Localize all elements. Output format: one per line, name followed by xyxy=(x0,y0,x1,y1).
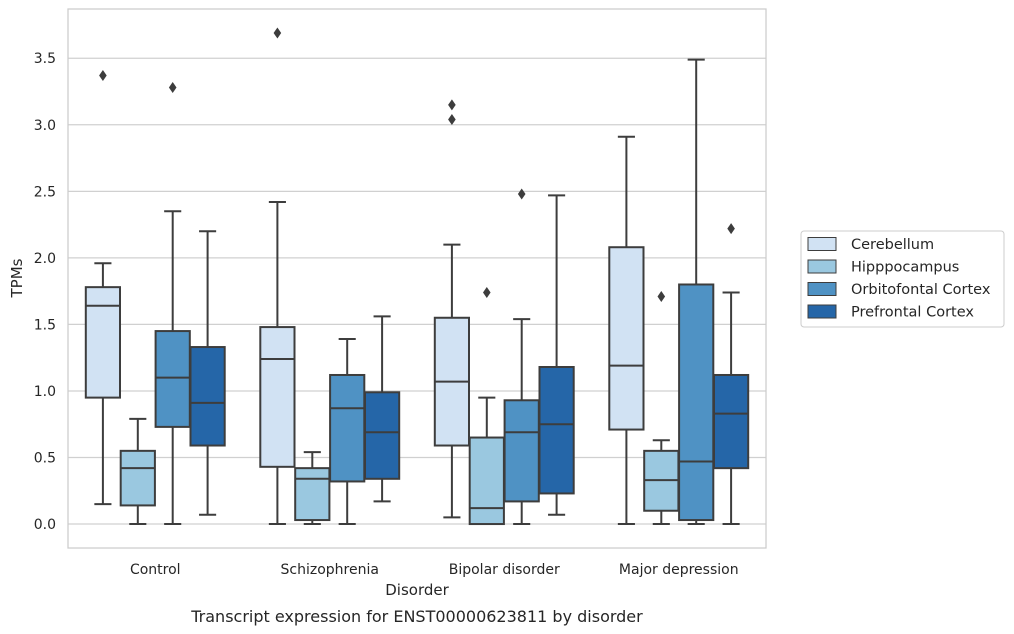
box-1-2 xyxy=(329,338,366,526)
y-tick-label: 1.0 xyxy=(34,384,56,400)
box-2-3 xyxy=(538,194,575,516)
x-axis-title: Disorder xyxy=(385,581,449,599)
x-tick-label: Schizophrenia xyxy=(281,562,379,578)
box-1-0 xyxy=(259,27,296,526)
box-3-0 xyxy=(608,135,645,526)
legend-label: Orbitofontal Cortex xyxy=(851,282,991,298)
chart-caption: Transcript expression for ENST0000062381… xyxy=(190,607,643,626)
box-1-3 xyxy=(363,315,401,503)
iqr-box xyxy=(154,330,191,428)
y-tick-label: 0.0 xyxy=(34,517,56,533)
plot-frame xyxy=(67,8,767,549)
outlier-point xyxy=(448,113,456,125)
box-0-1 xyxy=(119,417,156,526)
iqr-box xyxy=(712,373,750,470)
legend-label: Hipppocampus xyxy=(851,260,959,276)
outlier-point xyxy=(517,188,526,200)
outlier-point xyxy=(727,223,735,235)
legend-swatch xyxy=(807,259,837,274)
box-2-0 xyxy=(433,99,471,519)
iqr-box xyxy=(119,449,156,507)
box-layer xyxy=(84,27,750,526)
iqr-box xyxy=(468,436,505,526)
iqr-box xyxy=(84,286,122,399)
box-3-1 xyxy=(643,290,680,526)
iqr-box xyxy=(189,346,226,447)
outlier-point xyxy=(273,27,282,39)
legend: Cerebellum Hipppocampus Orbitofontal Corte… xyxy=(800,230,1005,328)
iqr-box xyxy=(259,326,296,468)
box-0-3 xyxy=(189,230,226,516)
legend-swatch xyxy=(807,282,837,296)
outlier-point xyxy=(99,70,107,82)
iqr-box xyxy=(608,246,645,431)
outlier-point xyxy=(483,286,491,298)
box-0-0 xyxy=(84,70,122,506)
iqr-box xyxy=(294,467,331,522)
legend-label: Cerebellum xyxy=(851,237,934,253)
y-tick-label: 2.5 xyxy=(34,184,56,200)
x-tick-labels: Control Schizophrenia Bipolar disorder Majo… xyxy=(130,562,739,578)
legend-swatch xyxy=(807,237,837,251)
box-2-2 xyxy=(503,188,540,526)
y-tick-label: 3.5 xyxy=(34,51,56,67)
x-tick-label: Control xyxy=(130,562,181,578)
iqr-box xyxy=(503,399,540,503)
legend-swatch xyxy=(807,304,837,319)
x-tick-label: Bipolar disorder xyxy=(449,562,560,578)
box-3-2 xyxy=(678,58,715,526)
box-0-2 xyxy=(154,82,191,526)
x-tick-label: Major depression xyxy=(619,562,739,578)
y-tick-label: 2.0 xyxy=(34,251,56,267)
iqr-box xyxy=(678,283,715,522)
iqr-box xyxy=(329,373,366,483)
outlier-point xyxy=(448,99,456,111)
box-3-3 xyxy=(712,223,750,526)
y-tick-labels: 0.0 0.5 1.0 1.5 2.0 2.5 3.0 3.5 xyxy=(34,51,56,533)
box-2-1 xyxy=(468,286,505,526)
legend-label: Prefrontal Cortex xyxy=(851,305,974,321)
y-tick-label: 3.0 xyxy=(34,118,56,134)
iqr-box xyxy=(363,391,401,480)
y-tick-label: 0.5 xyxy=(34,451,56,467)
legend-frame xyxy=(800,230,1005,328)
outlier-point xyxy=(657,290,666,302)
y-axis-title: TPMs xyxy=(8,258,26,298)
outlier-point xyxy=(168,82,177,94)
iqr-box xyxy=(538,366,575,495)
y-tick-label: 1.5 xyxy=(34,317,56,333)
box-1-1 xyxy=(294,451,331,526)
